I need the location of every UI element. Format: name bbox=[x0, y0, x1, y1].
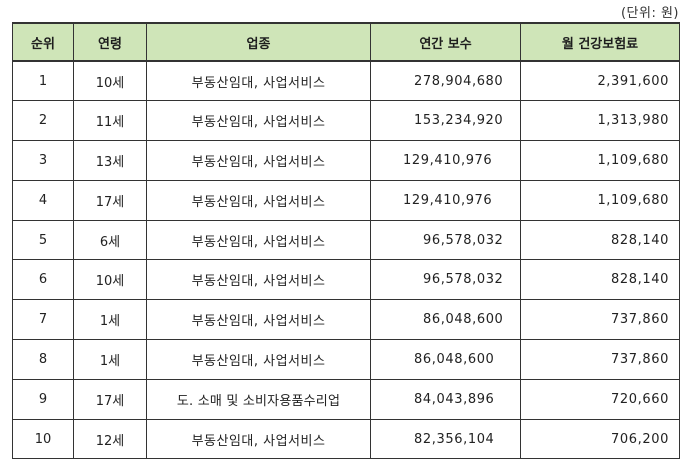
cell-monthly-insurance: 1,313,980 bbox=[520, 100, 680, 142]
cell-industry: 부동산임대, 사업서비스 bbox=[146, 339, 371, 380]
pay-ranking-table: 순위 연령 업종 연간 보수 월 건강보험료 1 10세 부동산임대, 사업서비… bbox=[12, 22, 680, 460]
cell-rank: 2 bbox=[12, 100, 74, 142]
cell-age: 12세 bbox=[73, 418, 147, 460]
cell-annual-pay: 129,410,976 bbox=[370, 179, 521, 221]
cell-monthly-insurance: 1,109,680 bbox=[520, 179, 680, 221]
cell-age: 6세 bbox=[73, 219, 147, 261]
header-rank: 순위 bbox=[12, 22, 74, 62]
cell-monthly-insurance: 828,140 bbox=[520, 259, 680, 301]
table-body: 1 10세 부동산임대, 사업서비스 278,904,680 2,391,600… bbox=[12, 60, 680, 460]
header-industry: 업종 bbox=[146, 22, 371, 62]
cell-annual-pay: 82,356,104 bbox=[370, 418, 521, 460]
cell-monthly-insurance: 1,109,680 bbox=[520, 140, 680, 181]
cell-age: 1세 bbox=[73, 299, 147, 341]
cell-monthly-insurance: 2,391,600 bbox=[520, 60, 680, 102]
header-annual-pay: 연간 보수 bbox=[370, 22, 521, 62]
cell-rank: 6 bbox=[12, 259, 74, 301]
cell-monthly-insurance: 706,200 bbox=[520, 418, 680, 460]
header-age: 연령 bbox=[73, 22, 147, 62]
cell-rank: 9 bbox=[12, 378, 74, 420]
cell-rank: 10 bbox=[12, 418, 74, 460]
cell-annual-pay: 153,234,920 bbox=[370, 100, 521, 142]
table-row: 2 11세 부동산임대, 사업서비스 153,234,920 1,313,980 bbox=[12, 100, 680, 142]
cell-rank: 4 bbox=[12, 179, 74, 221]
cell-annual-pay: 86,048,600 bbox=[370, 299, 521, 341]
cell-age: 10세 bbox=[73, 259, 147, 301]
header-row: 순위 연령 업종 연간 보수 월 건강보험료 bbox=[12, 22, 680, 62]
cell-rank: 1 bbox=[12, 60, 74, 102]
cell-rank: 7 bbox=[12, 299, 74, 341]
cell-monthly-insurance: 720,660 bbox=[520, 378, 680, 420]
table-header: 순위 연령 업종 연간 보수 월 건강보험료 bbox=[12, 22, 680, 62]
cell-annual-pay: 96,578,032 bbox=[370, 219, 521, 261]
cell-annual-pay: 129,410,976 bbox=[370, 140, 521, 181]
table-row: 8 1세 부동산임대, 사업서비스 86,048,600 737,860 bbox=[12, 339, 680, 380]
cell-monthly-insurance: 737,860 bbox=[520, 339, 680, 380]
cell-rank: 8 bbox=[12, 339, 74, 380]
table-row: 1 10세 부동산임대, 사업서비스 278,904,680 2,391,600 bbox=[12, 60, 680, 102]
cell-annual-pay: 96,578,032 bbox=[370, 259, 521, 301]
cell-annual-pay: 84,043,896 bbox=[370, 378, 521, 420]
cell-industry: 부동산임대, 사업서비스 bbox=[146, 299, 371, 341]
cell-annual-pay: 86,048,600 bbox=[370, 339, 521, 380]
cell-age: 17세 bbox=[73, 179, 147, 221]
cell-monthly-insurance: 737,860 bbox=[520, 299, 680, 341]
cell-industry: 부동산임대, 사업서비스 bbox=[146, 60, 371, 102]
cell-industry: 부동산임대, 사업서비스 bbox=[146, 140, 371, 181]
cell-age: 17세 bbox=[73, 378, 147, 420]
cell-industry: 도. 소매 및 소비자용품수리업 bbox=[146, 378, 371, 420]
cell-rank: 3 bbox=[12, 140, 74, 181]
table-row: 3 13세 부동산임대, 사업서비스 129,410,976 1,109,680 bbox=[12, 140, 680, 181]
cell-monthly-insurance: 828,140 bbox=[520, 219, 680, 261]
cell-age: 10세 bbox=[73, 60, 147, 102]
cell-industry: 부동산임대, 사업서비스 bbox=[146, 259, 371, 301]
cell-age: 1세 bbox=[73, 339, 147, 380]
table-row: 6 10세 부동산임대, 사업서비스 96,578,032 828,140 bbox=[12, 259, 680, 301]
cell-age: 13세 bbox=[73, 140, 147, 181]
table-row: 4 17세 부동산임대, 사업서비스 129,410,976 1,109,680 bbox=[12, 179, 680, 221]
table-row: 9 17세 도. 소매 및 소비자용품수리업 84,043,896 720,66… bbox=[12, 378, 680, 420]
table-row: 10 12세 부동산임대, 사업서비스 82,356,104 706,200 bbox=[12, 418, 680, 460]
cell-age: 11세 bbox=[73, 100, 147, 142]
cell-industry: 부동산임대, 사업서비스 bbox=[146, 179, 371, 221]
cell-industry: 부동산임대, 사업서비스 bbox=[146, 100, 371, 142]
unit-note: (단위: 원) bbox=[620, 6, 679, 21]
header-monthly-insurance: 월 건강보험료 bbox=[520, 22, 680, 62]
cell-rank: 5 bbox=[12, 219, 74, 261]
table-row: 7 1세 부동산임대, 사업서비스 86,048,600 737,860 bbox=[12, 299, 680, 341]
cell-annual-pay: 278,904,680 bbox=[370, 60, 521, 102]
table-row: 5 6세 부동산임대, 사업서비스 96,578,032 828,140 bbox=[12, 219, 680, 261]
cell-industry: 부동산임대, 사업서비스 bbox=[146, 219, 371, 261]
cell-industry: 부동산임대, 사업서비스 bbox=[146, 418, 371, 460]
